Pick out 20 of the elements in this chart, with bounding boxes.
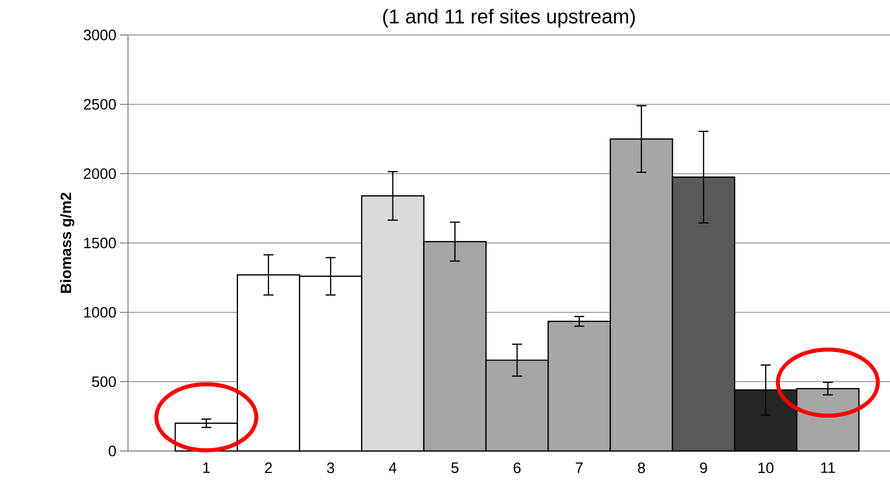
y-axis-title: Biomass g/m2 bbox=[60, 192, 74, 293]
x-tick-label: 3 bbox=[327, 462, 334, 474]
y-tick-label: 3000 bbox=[84, 30, 116, 40]
y-tick-label: 2500 bbox=[84, 99, 116, 110]
x-tick-label: 11 bbox=[821, 462, 835, 473]
x-tick-label: 8 bbox=[638, 462, 645, 474]
y-tick-label: 1500 bbox=[84, 238, 116, 248]
y-tick-label: 500 bbox=[92, 376, 116, 387]
chart-title: (1 and 11 ref sites upstream) bbox=[383, 8, 635, 28]
y-tick-label: 1000 bbox=[84, 307, 116, 318]
x-tick-label: 9 bbox=[700, 462, 707, 474]
x-tick-label: 2 bbox=[265, 462, 272, 474]
x-tick-label: 6 bbox=[514, 462, 521, 474]
x-tick-label: 7 bbox=[576, 462, 583, 473]
x-tick-label: 10 bbox=[758, 462, 774, 474]
x-tick-label: 4 bbox=[388, 462, 397, 473]
x-tick-label: 5 bbox=[451, 462, 458, 473]
x-tick-label: 1 bbox=[203, 462, 210, 473]
y-tick-label: 0 bbox=[108, 446, 116, 456]
y-tick-label: 2000 bbox=[84, 168, 116, 179]
